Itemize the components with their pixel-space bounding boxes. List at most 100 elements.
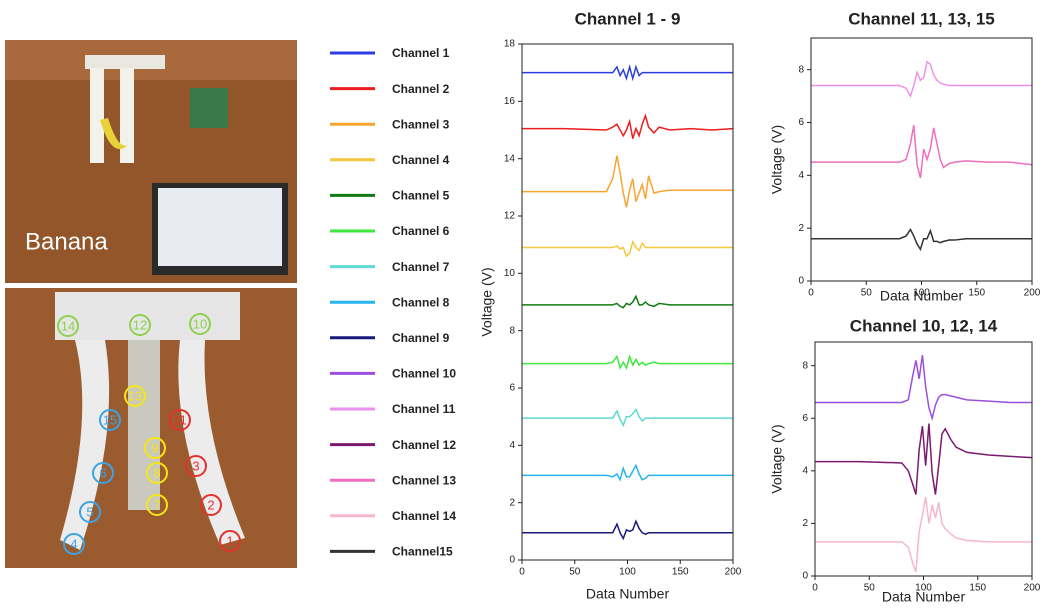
y-tick-label: 10 [504, 268, 516, 279]
x-tick-label: 200 [725, 567, 742, 578]
data-line [522, 156, 733, 208]
marker-label: 2 [207, 497, 214, 512]
y-axis-label: Voltage (V) [769, 424, 785, 493]
data-line [811, 62, 1032, 96]
marker-label: 9 [151, 440, 158, 455]
x-tick-label: 100 [913, 288, 930, 299]
chart-title: Channel 11, 13, 15 [848, 9, 994, 28]
x-tick-label: 50 [569, 567, 581, 578]
y-tick-label: 16 [504, 96, 516, 107]
gripper-finger [90, 68, 104, 163]
legend-label: Channel 4 [392, 153, 450, 167]
x-tick-label: 50 [861, 288, 873, 299]
gripper-body [85, 55, 165, 69]
legend-label: Channel 2 [392, 82, 450, 96]
y-tick-label: 2 [509, 497, 515, 508]
legend-label: Channel 1 [392, 46, 450, 60]
x-tick-label: 100 [915, 583, 932, 594]
marker-label: 5 [86, 504, 93, 519]
y-axis-label: Voltage (V) [769, 125, 785, 194]
y-axis-label: Voltage (V) [479, 267, 495, 336]
marker-label: 7 [153, 497, 160, 512]
legend-label: Channel 5 [392, 189, 450, 203]
y-tick-label: 4 [802, 465, 808, 476]
legend-label: Channel 3 [392, 117, 450, 131]
page: Banana 141210131511987362514 Channel 1Ch… [0, 0, 1047, 607]
x-tick-label: 0 [812, 583, 818, 594]
y-tick-label: 0 [509, 555, 515, 566]
y-tick-label: 8 [509, 325, 515, 336]
legend-label: Channel15 [392, 545, 453, 559]
y-tick-label: 2 [798, 223, 804, 234]
data-line [815, 497, 1032, 572]
x-tick-label: 100 [619, 567, 636, 578]
legend-label: Channel 8 [392, 295, 450, 309]
photo-label: Banana [25, 228, 108, 255]
marker-label: 13 [128, 388, 142, 403]
circuit-board [190, 88, 228, 128]
data-line [522, 356, 733, 367]
x-tick-label: 150 [968, 288, 985, 299]
data-line [522, 296, 733, 307]
y-tick-label: 2 [802, 518, 808, 529]
data-line [522, 465, 733, 479]
marker-label: 6 [99, 465, 106, 480]
data-line [811, 229, 1032, 249]
marker-label: 12 [133, 317, 147, 332]
x-axis-label: Data Number [586, 586, 670, 602]
chart-title: Channel 10, 12, 14 [850, 316, 998, 335]
marker-label: 3 [192, 458, 199, 473]
data-line [522, 410, 733, 426]
data-line [522, 521, 733, 538]
y-tick-label: 6 [509, 383, 515, 394]
y-tick-label: 4 [798, 170, 804, 181]
y-tick-label: 18 [504, 39, 516, 50]
x-tick-label: 200 [1024, 288, 1041, 299]
center-plate [128, 340, 160, 510]
data-line [522, 67, 733, 78]
chart-title: Channel 1 - 9 [575, 9, 681, 28]
marker-label: 1 [226, 533, 233, 548]
data-line [522, 242, 733, 256]
marker-label: 4 [70, 536, 77, 551]
x-tick-label: 50 [864, 583, 876, 594]
x-tick-label: 0 [519, 567, 525, 578]
y-tick-label: 14 [504, 153, 516, 164]
y-tick-label: 0 [802, 571, 808, 582]
legend-label: Channel 12 [392, 438, 456, 452]
y-tick-label: 0 [798, 276, 804, 287]
marker-label: 15 [103, 412, 117, 427]
figure: Banana 141210131511987362514 Channel 1Ch… [0, 0, 1047, 607]
y-tick-label: 8 [798, 64, 804, 75]
data-line [522, 116, 733, 139]
marker-label: 10 [193, 316, 207, 331]
y-tick-label: 6 [798, 117, 804, 128]
legend-label: Channel 6 [392, 224, 450, 238]
y-tick-label: 4 [509, 440, 515, 451]
x-tick-label: 150 [969, 583, 986, 594]
marker-label: 11 [173, 412, 187, 427]
data-line [815, 424, 1032, 495]
y-tick-label: 6 [802, 413, 808, 424]
legend-label: Channel 11 [392, 402, 456, 416]
x-tick-label: 150 [672, 567, 689, 578]
legend-label: Channel 10 [392, 367, 456, 381]
legend-label: Channel 13 [392, 473, 456, 487]
marker-label: 14 [61, 318, 75, 333]
charts: Channel 1 - 9 Data Number Voltage (V) 0 50 10… [479, 9, 1041, 604]
gripper-finger [120, 68, 134, 163]
x-tick-label: 0 [808, 288, 814, 299]
marker-label: 8 [153, 465, 160, 480]
plot-frame [815, 342, 1032, 576]
plot-frame [522, 44, 733, 560]
y-tick-label: 12 [504, 211, 516, 222]
laptop-screen [158, 188, 282, 266]
legend: Channel 1 Channel 2 Channel 3 Channel 4 Chan… [330, 46, 456, 558]
legend-label: Channel 14 [392, 509, 456, 523]
legend-label: Channel 7 [392, 260, 450, 274]
legend-label: Channel 9 [392, 331, 450, 345]
y-tick-label: 8 [802, 360, 808, 371]
data-line [811, 125, 1032, 178]
x-tick-label: 200 [1024, 583, 1041, 594]
data-line [815, 355, 1032, 418]
